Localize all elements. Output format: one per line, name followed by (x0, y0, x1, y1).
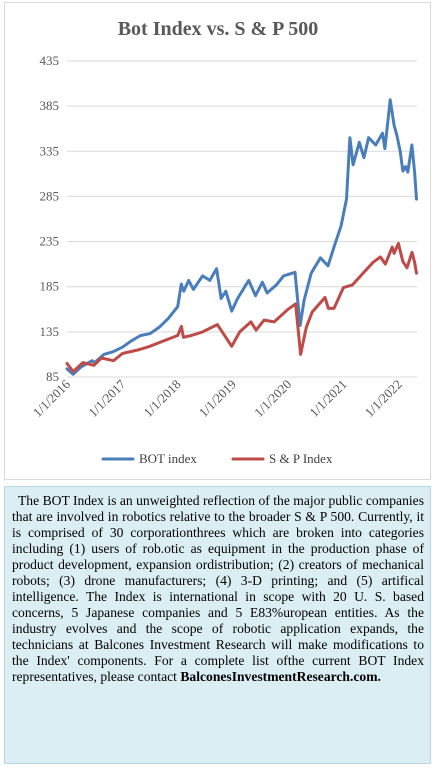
series-line-sp-index (65, 241, 418, 374)
y-tick-label: 185 (40, 279, 60, 294)
series-line-bot-index (65, 98, 418, 376)
x-tick-label: 1/1/2019 (196, 377, 239, 420)
y-axis-ticks: 85 135 185 235 285 335 385 435 (40, 53, 60, 384)
legend: BOT index S & P Index (101, 451, 333, 466)
x-tick-label: 1/1/2018 (140, 377, 183, 420)
y-tick-label: 235 (40, 234, 60, 249)
line-chart: Bot Index vs. S & P 500 85 135 185 235 285 33… (30, 18, 418, 466)
series-lines (65, 98, 418, 376)
y-tick-label: 435 (40, 53, 60, 68)
description-panel: The BOT Index is an unweighted reflectio… (4, 486, 431, 764)
legend-label: BOT index (139, 451, 197, 466)
legend-label: S & P Index (269, 451, 333, 466)
contact-link[interactable]: BalconesInvestmentResearch.com (180, 669, 378, 684)
x-axis-ticks: 1/1/2016 1/1/2017 1/1/2018 1/1/2019 1/1/2020… (30, 376, 405, 420)
gridlines (67, 60, 417, 378)
chart-title: Bot Index vs. S & P 500 (118, 18, 319, 40)
x-tick-label: 1/1/2020 (251, 377, 294, 420)
x-tick-label: 1/1/2021 (306, 377, 349, 420)
chart-container: Bot Index vs. S & P 500 85 135 185 235 285 33… (4, 2, 431, 480)
description-end: . (377, 669, 381, 684)
description-body: The BOT Index is an unweighted reflectio… (12, 493, 424, 684)
x-tick-label: 1/1/2022 (362, 377, 405, 420)
y-tick-label: 85 (46, 369, 59, 384)
y-tick-label: 335 (40, 143, 60, 158)
y-tick-label: 285 (40, 188, 60, 203)
x-tick-label: 1/1/2017 (85, 376, 129, 420)
y-tick-label: 135 (40, 324, 60, 339)
description-text: The BOT Index is an unweighted reflectio… (12, 493, 424, 685)
y-tick-label: 385 (40, 98, 60, 113)
